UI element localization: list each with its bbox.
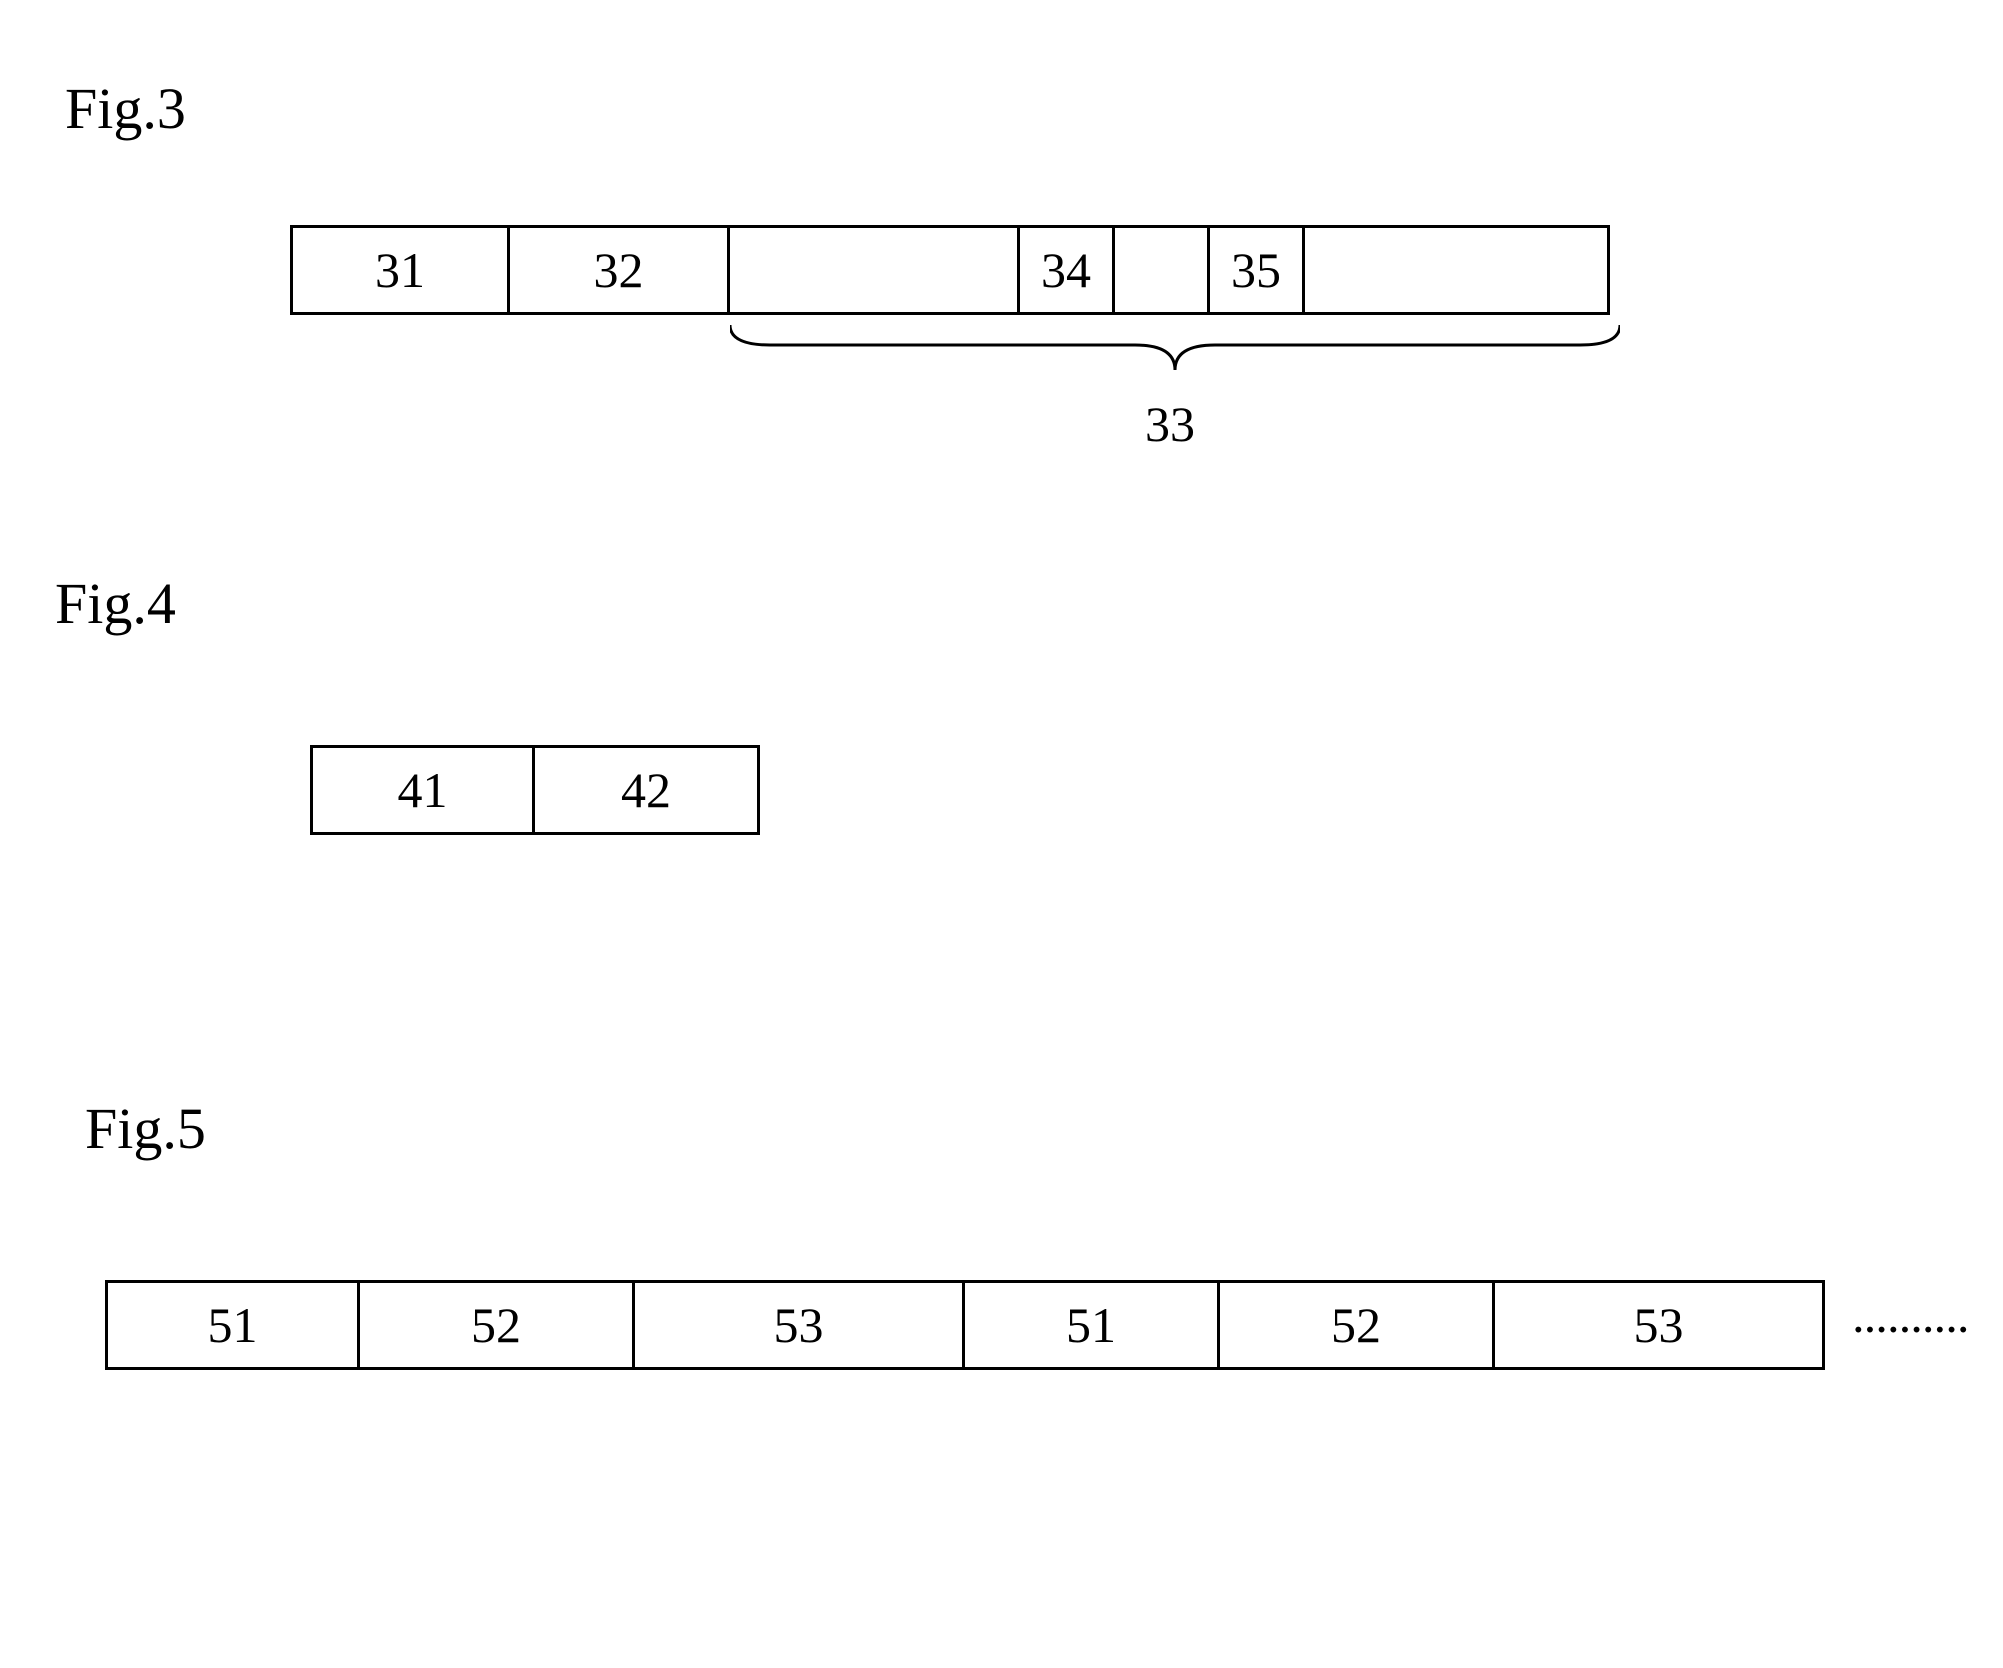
fig4-label: Fig.4	[55, 570, 176, 637]
fig5-cell-51a: 51	[105, 1280, 360, 1370]
fig5-cell-51b: 51	[965, 1280, 1220, 1370]
fig3-cell-35: 35	[1210, 225, 1305, 315]
fig5-cell-53b: 53	[1495, 1280, 1825, 1370]
fig3-cell-31: 31	[290, 225, 510, 315]
fig4-cell-41: 41	[310, 745, 535, 835]
fig3-cell-empty3	[1305, 225, 1610, 315]
fig5-cell-52a: 52	[360, 1280, 635, 1370]
fig5-cell-52b: 52	[1220, 1280, 1495, 1370]
fig3-cell-32: 32	[510, 225, 730, 315]
fig3-row: 31 32 34 35	[290, 225, 1610, 315]
fig5-continuation-dots: ··········	[1850, 1300, 1967, 1358]
fig5-cell-53a: 53	[635, 1280, 965, 1370]
fig3-cell-empty1	[730, 225, 1020, 315]
fig4-cell-42: 42	[535, 745, 760, 835]
fig3-brace	[730, 320, 1620, 380]
fig3-brace-label: 33	[1145, 395, 1195, 453]
fig3-label: Fig.3	[65, 75, 186, 142]
fig5-row: 51 52 53 51 52 53	[105, 1280, 1825, 1370]
fig3-cell-34: 34	[1020, 225, 1115, 315]
fig4-row: 41 42	[310, 745, 760, 835]
fig3-cell-empty2	[1115, 225, 1210, 315]
fig5-label: Fig.5	[85, 1095, 206, 1162]
